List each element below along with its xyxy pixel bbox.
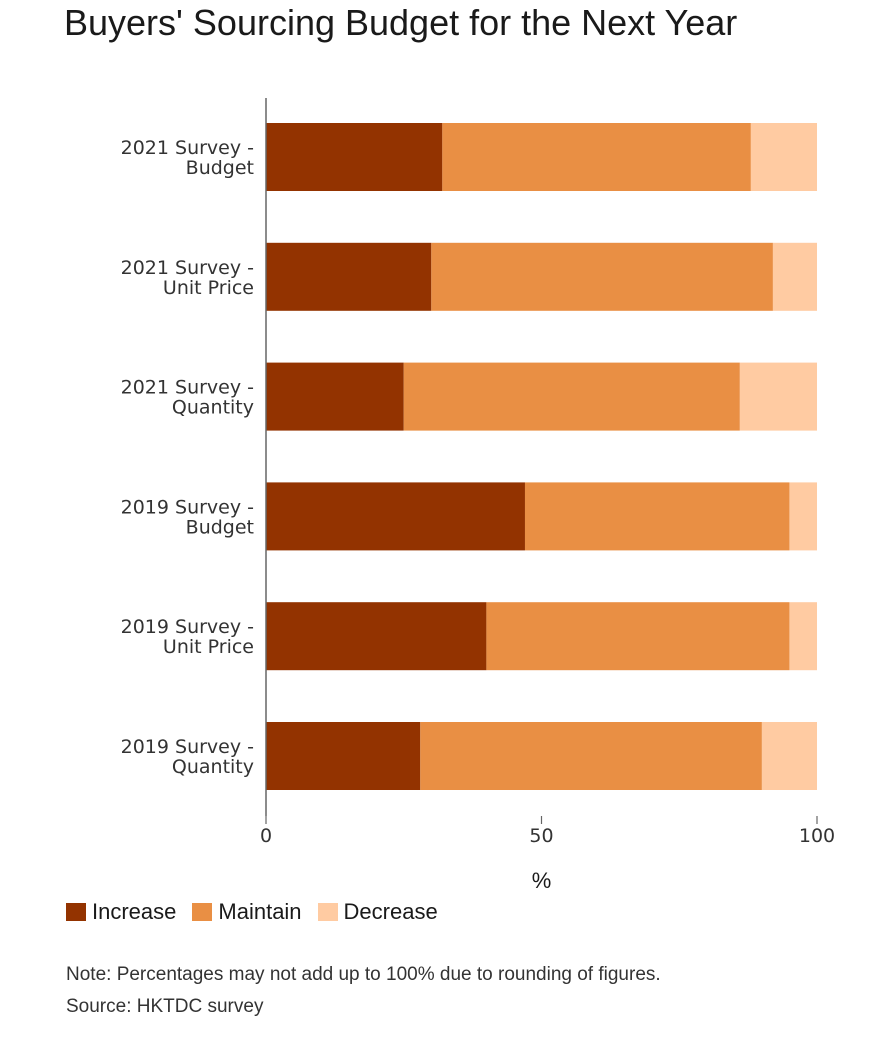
legend-label-maintain: Maintain [218,899,302,924]
legend-item-increase: Increase [66,899,176,925]
legend-label-decrease: Decrease [343,899,438,924]
category-label-2: 2021 Survey -Quantity [121,377,254,419]
x-tick-label-1: 50 [529,825,553,847]
x-tick-label-0: 0 [260,825,272,847]
bar-maintain-0 [442,123,751,191]
x-axis-title: % [532,868,552,893]
bar-decrease-3 [789,482,817,551]
legend: Increase Maintain Decrease [66,899,454,925]
legend-swatch-decrease [317,903,338,921]
category-label-4: 2019 Survey -Unit Price [121,616,254,658]
category-label-3: 2019 Survey -Budget [121,496,254,538]
bar-increase-0 [266,123,443,191]
bar-maintain-3 [524,482,790,551]
bar-increase-3 [266,482,525,551]
bar-maintain-5 [420,722,762,790]
legend-swatch-maintain [192,903,213,921]
bar-decrease-2 [739,362,817,431]
bar-increase-1 [266,242,432,311]
bar-maintain-4 [486,602,790,671]
x-axis-ticks: 0 50 100 [260,816,835,847]
category-label-0: 2021 Survey -Budget [121,137,254,179]
note-text: Note: Percentages may not add up to 100%… [66,964,661,985]
bar-decrease-5 [761,722,817,790]
legend-item-decrease: Decrease [317,899,438,925]
bar-increase-4 [266,602,487,671]
category-label-1: 2021 Survey -Unit Price [121,257,254,299]
chart-title: Buyers' Sourcing Budget for the Next Yea… [64,2,738,43]
x-tick-label-2: 100 [799,825,835,847]
bar-decrease-4 [789,602,817,671]
legend-label-increase: Increase [92,899,177,924]
bar-increase-5 [266,722,421,790]
category-label-5: 2019 Survey -Quantity [121,736,254,778]
bar-decrease-0 [750,123,817,191]
bar-increase-2 [266,362,404,431]
legend-swatch-increase [66,903,86,921]
bar-decrease-1 [772,242,817,311]
bar-maintain-2 [403,362,740,431]
legend-item-maintain: Maintain [192,899,302,925]
bar-maintain-1 [431,242,773,311]
bars-group [266,123,817,790]
category-labels: 2021 Survey -Budget 2021 Survey -Unit Pri… [121,137,254,778]
source-text: Source: HKTDC survey [66,996,264,1017]
